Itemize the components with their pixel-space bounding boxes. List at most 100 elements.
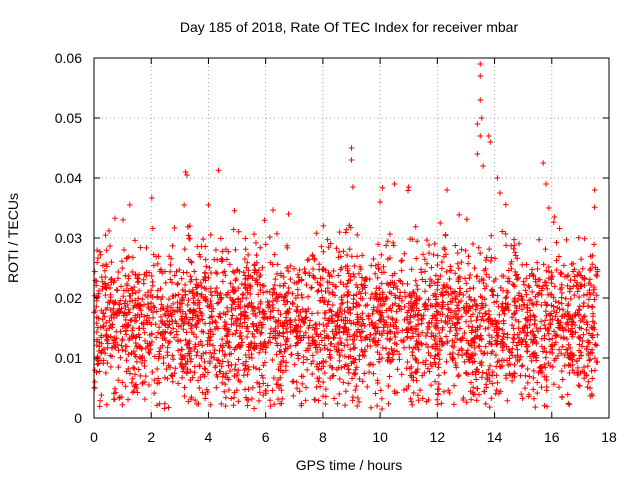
data-point bbox=[275, 366, 282, 373]
data-point bbox=[211, 347, 218, 353]
data-point bbox=[296, 388, 303, 395]
data-point bbox=[149, 195, 155, 201]
data-point bbox=[580, 331, 587, 338]
data-point bbox=[259, 346, 266, 353]
data-point bbox=[112, 215, 118, 222]
data-point bbox=[414, 366, 421, 372]
data-point bbox=[413, 338, 420, 344]
data-point bbox=[226, 387, 232, 393]
data-point bbox=[469, 324, 476, 330]
data-point bbox=[111, 278, 118, 284]
data-point bbox=[162, 268, 168, 275]
data-point bbox=[326, 290, 332, 296]
data-point bbox=[544, 286, 551, 292]
data-point bbox=[202, 366, 209, 372]
data-point bbox=[109, 345, 115, 351]
data-point bbox=[493, 298, 500, 305]
data-point bbox=[235, 341, 242, 348]
data-point bbox=[344, 263, 351, 269]
data-point bbox=[255, 304, 261, 311]
data-point bbox=[500, 333, 506, 340]
data-point bbox=[95, 315, 102, 322]
data-point bbox=[553, 257, 560, 264]
data-point bbox=[247, 283, 254, 290]
data-point bbox=[263, 344, 269, 351]
data-point bbox=[374, 296, 380, 303]
data-point bbox=[187, 273, 194, 280]
grid-lines bbox=[94, 58, 609, 418]
data-point bbox=[118, 283, 124, 290]
data-point bbox=[117, 328, 124, 335]
data-point bbox=[457, 289, 464, 296]
data-point bbox=[237, 305, 243, 311]
data-point bbox=[132, 315, 138, 321]
data-point bbox=[316, 360, 323, 367]
data-point bbox=[368, 262, 375, 269]
data-point bbox=[191, 370, 198, 376]
data-point bbox=[132, 297, 139, 304]
data-point bbox=[411, 290, 417, 297]
data-point bbox=[233, 327, 240, 334]
data-point bbox=[166, 322, 172, 328]
data-point bbox=[299, 316, 306, 323]
data-point bbox=[117, 297, 124, 304]
data-point bbox=[345, 380, 352, 387]
data-point bbox=[241, 308, 247, 315]
data-point bbox=[537, 368, 544, 374]
data-point bbox=[260, 392, 267, 398]
data-point bbox=[536, 236, 542, 243]
data-point bbox=[303, 282, 310, 288]
data-point bbox=[205, 369, 211, 376]
data-point bbox=[340, 281, 347, 288]
data-point bbox=[280, 358, 287, 364]
data-point bbox=[172, 365, 179, 372]
data-point bbox=[210, 305, 216, 312]
data-point bbox=[434, 262, 441, 268]
data-point bbox=[415, 333, 422, 339]
data-point bbox=[359, 352, 366, 358]
data-point bbox=[562, 295, 569, 302]
data-point bbox=[481, 317, 487, 324]
data-point bbox=[162, 337, 169, 344]
data-point bbox=[123, 368, 130, 375]
data-point bbox=[401, 303, 408, 310]
data-point bbox=[493, 352, 499, 358]
data-point bbox=[451, 382, 457, 389]
data-point bbox=[244, 334, 250, 340]
data-point bbox=[108, 276, 114, 283]
data-point bbox=[313, 341, 319, 348]
data-point bbox=[131, 348, 137, 355]
data-point bbox=[141, 363, 148, 369]
data-point bbox=[493, 341, 500, 348]
data-point bbox=[244, 371, 251, 378]
data-point bbox=[279, 396, 285, 402]
data-point bbox=[241, 367, 248, 373]
data-point bbox=[416, 296, 422, 303]
data-point bbox=[443, 269, 450, 275]
data-point bbox=[377, 199, 383, 205]
data-point bbox=[244, 259, 251, 266]
data-point bbox=[470, 311, 476, 317]
data-point bbox=[205, 275, 212, 281]
data-point bbox=[388, 290, 395, 297]
data-point bbox=[357, 333, 364, 340]
data-point bbox=[530, 302, 537, 308]
data-point bbox=[470, 285, 477, 291]
data-point bbox=[283, 310, 289, 317]
data-point bbox=[96, 403, 103, 410]
data-point bbox=[447, 285, 454, 292]
data-point bbox=[569, 325, 576, 332]
data-point bbox=[137, 354, 143, 360]
data-point bbox=[121, 300, 128, 307]
data-point bbox=[383, 242, 389, 249]
data-point bbox=[493, 387, 500, 393]
data-point bbox=[398, 371, 405, 378]
data-point bbox=[282, 363, 289, 369]
data-point bbox=[502, 295, 509, 301]
data-point bbox=[465, 371, 471, 378]
data-point bbox=[457, 325, 463, 332]
data-point bbox=[551, 328, 557, 335]
data-point bbox=[586, 287, 593, 294]
data-point bbox=[502, 231, 509, 237]
data-point bbox=[519, 306, 525, 313]
